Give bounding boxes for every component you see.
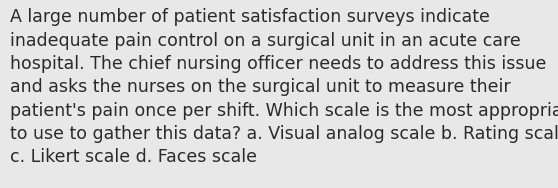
Text: A large number of patient satisfaction surveys indicate
inadequate pain control : A large number of patient satisfaction s… [10, 8, 558, 166]
